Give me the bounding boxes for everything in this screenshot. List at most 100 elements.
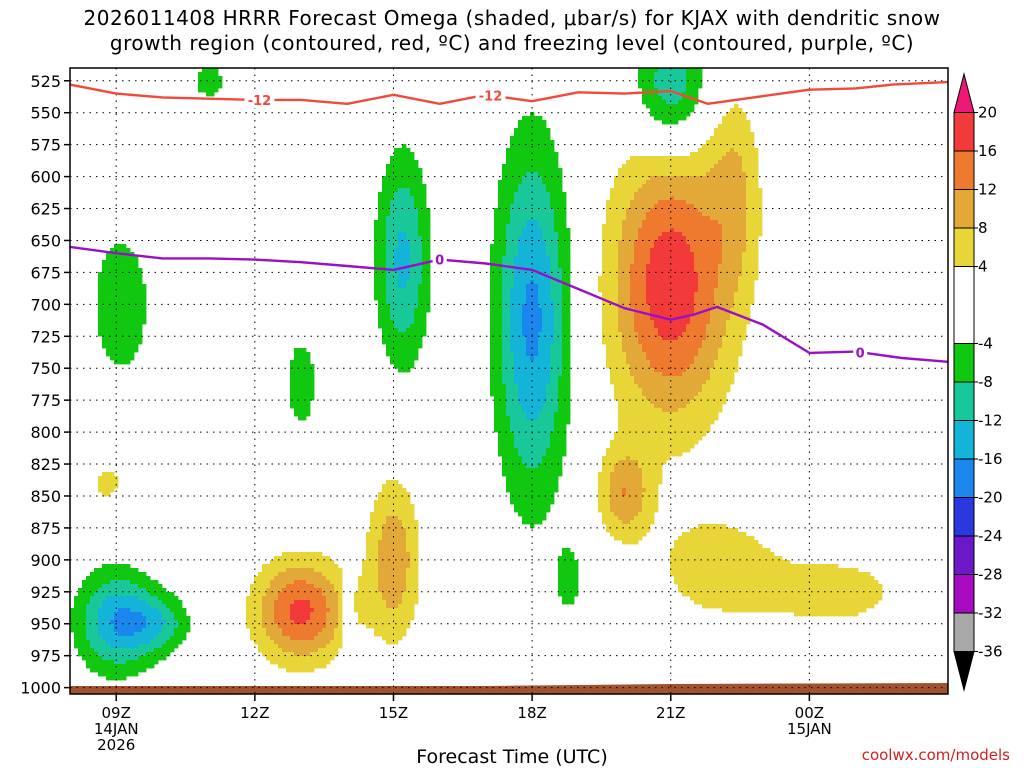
omega-cell xyxy=(650,204,655,209)
omega-cell xyxy=(682,76,687,81)
omega-cell xyxy=(626,352,631,357)
omega-cell xyxy=(602,288,607,293)
omega-cell xyxy=(662,360,667,365)
omega-cell xyxy=(682,164,687,169)
omega-cell xyxy=(698,408,703,413)
omega-cell xyxy=(418,340,423,345)
omega-cell xyxy=(406,352,411,357)
omega-cell xyxy=(514,184,519,189)
omega-cell xyxy=(558,232,563,237)
omega-cell xyxy=(298,404,303,409)
omega-cell xyxy=(726,188,731,193)
omega-cell xyxy=(382,300,387,305)
omega-cell xyxy=(638,320,643,325)
omega-cell xyxy=(602,264,607,269)
omega-cell xyxy=(502,372,507,377)
omega-cell xyxy=(494,372,499,377)
omega-cell xyxy=(718,296,723,301)
omega-cell xyxy=(562,336,567,341)
omega-cell xyxy=(530,388,535,393)
omega-cell xyxy=(602,232,607,237)
omega-cell xyxy=(730,152,735,157)
omega-cell xyxy=(742,244,747,249)
omega-cell xyxy=(618,308,623,313)
omega-cell xyxy=(678,104,683,109)
omega-cell xyxy=(550,216,555,221)
omega-cell xyxy=(134,332,139,337)
omega-cell xyxy=(382,196,387,201)
omega-cell xyxy=(642,256,647,261)
omega-cell xyxy=(658,244,663,249)
omega-cell xyxy=(522,400,527,405)
omega-cell xyxy=(130,336,135,341)
omega-cell xyxy=(690,332,695,337)
omega-cell xyxy=(722,120,727,125)
omega-cell xyxy=(682,168,687,173)
omega-cell xyxy=(654,404,659,409)
omega-cell xyxy=(214,72,219,77)
omega-cell xyxy=(694,240,699,245)
omega-cell xyxy=(738,320,743,325)
omega-cell xyxy=(606,280,611,285)
omega-cell xyxy=(410,352,415,357)
omega-cell xyxy=(542,296,547,301)
omega-cell xyxy=(310,388,315,393)
omega-cell xyxy=(406,336,411,341)
omega-cell xyxy=(534,396,539,401)
omega-cell xyxy=(506,344,511,349)
omega-cell xyxy=(490,300,495,305)
omega-cell xyxy=(510,380,515,385)
omega-cell xyxy=(498,392,503,397)
omega-cell xyxy=(746,300,751,305)
omega-cell xyxy=(662,356,667,361)
omega-cell xyxy=(542,308,547,313)
omega-cell xyxy=(726,280,731,285)
omega-cell xyxy=(646,408,651,413)
omega-cell xyxy=(518,148,523,153)
omega-cell xyxy=(610,228,615,233)
omega-cell xyxy=(730,328,735,333)
omega-cell xyxy=(562,384,567,389)
omega-cell xyxy=(654,360,659,365)
omega-cell xyxy=(106,268,111,273)
omega-cell xyxy=(494,396,499,401)
omega-cell xyxy=(638,160,643,165)
omega-cell xyxy=(650,216,655,221)
omega-cell xyxy=(702,192,707,197)
omega-cell xyxy=(510,192,515,197)
omega-cell xyxy=(682,68,687,73)
omega-cell xyxy=(614,196,619,201)
omega-cell xyxy=(726,128,731,133)
omega-cell xyxy=(626,344,631,349)
omega-cell xyxy=(406,176,411,181)
omega-cell xyxy=(426,228,431,233)
omega-cell xyxy=(686,284,691,289)
omega-cell xyxy=(642,368,647,373)
omega-cell xyxy=(302,360,307,365)
omega-cell xyxy=(686,404,691,409)
omega-cell xyxy=(398,296,403,301)
omega-cell xyxy=(418,296,423,301)
omega-cell xyxy=(666,368,671,373)
omega-cell xyxy=(414,296,419,301)
omega-cell xyxy=(550,404,555,409)
omega-cell xyxy=(638,308,643,313)
omega-cell xyxy=(650,112,655,117)
omega-cell xyxy=(618,268,623,273)
omega-cell xyxy=(650,232,655,237)
omega-cell xyxy=(626,276,631,281)
omega-cell xyxy=(714,184,719,189)
omega-cell xyxy=(494,212,499,217)
omega-cell xyxy=(410,232,415,237)
omega-cell xyxy=(202,72,207,77)
omega-cell xyxy=(666,268,671,273)
omega-cell xyxy=(530,260,535,265)
omega-cell xyxy=(706,336,711,341)
omega-cell xyxy=(422,200,427,205)
omega-cell xyxy=(406,332,411,337)
omega-cell xyxy=(710,260,715,265)
omega-cell xyxy=(702,148,707,153)
omega-cell xyxy=(410,300,415,305)
omega-cell xyxy=(554,412,559,417)
omega-cell xyxy=(726,152,731,157)
